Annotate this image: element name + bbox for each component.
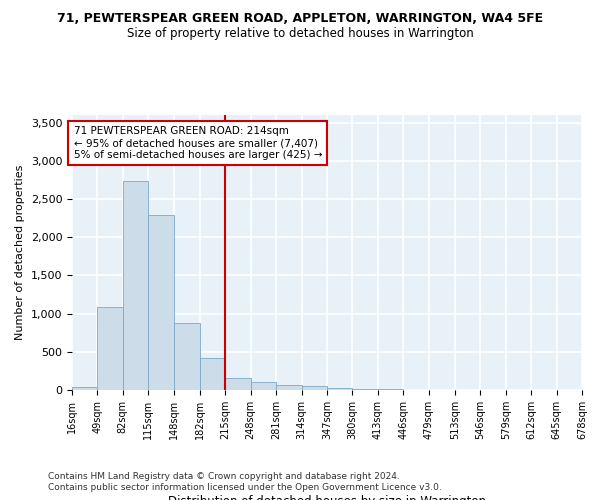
Bar	[173, 323, 200, 390]
Text: Size of property relative to detached houses in Warrington: Size of property relative to detached ho…	[127, 28, 473, 40]
Bar	[123, 182, 148, 390]
Y-axis label: Number of detached properties: Number of detached properties	[15, 165, 25, 340]
Bar	[327, 388, 352, 390]
X-axis label: Distribution of detached houses by size in Warrington: Distribution of detached houses by size …	[168, 494, 486, 500]
Bar	[72, 386, 97, 390]
Bar	[302, 386, 327, 390]
Bar	[251, 382, 276, 390]
Bar	[97, 306, 123, 390]
Bar	[200, 358, 226, 390]
Bar	[276, 386, 302, 390]
Bar	[352, 388, 378, 390]
Text: Contains public sector information licensed under the Open Government Licence v3: Contains public sector information licen…	[48, 484, 442, 492]
Text: 71, PEWTERSPEAR GREEN ROAD, APPLETON, WARRINGTON, WA4 5FE: 71, PEWTERSPEAR GREEN ROAD, APPLETON, WA…	[57, 12, 543, 26]
Text: 71 PEWTERSPEAR GREEN ROAD: 214sqm
← 95% of detached houses are smaller (7,407)
5: 71 PEWTERSPEAR GREEN ROAD: 214sqm ← 95% …	[74, 126, 322, 160]
Text: Contains HM Land Registry data © Crown copyright and database right 2024.: Contains HM Land Registry data © Crown c…	[48, 472, 400, 481]
Bar	[148, 215, 173, 390]
Bar	[226, 378, 251, 390]
